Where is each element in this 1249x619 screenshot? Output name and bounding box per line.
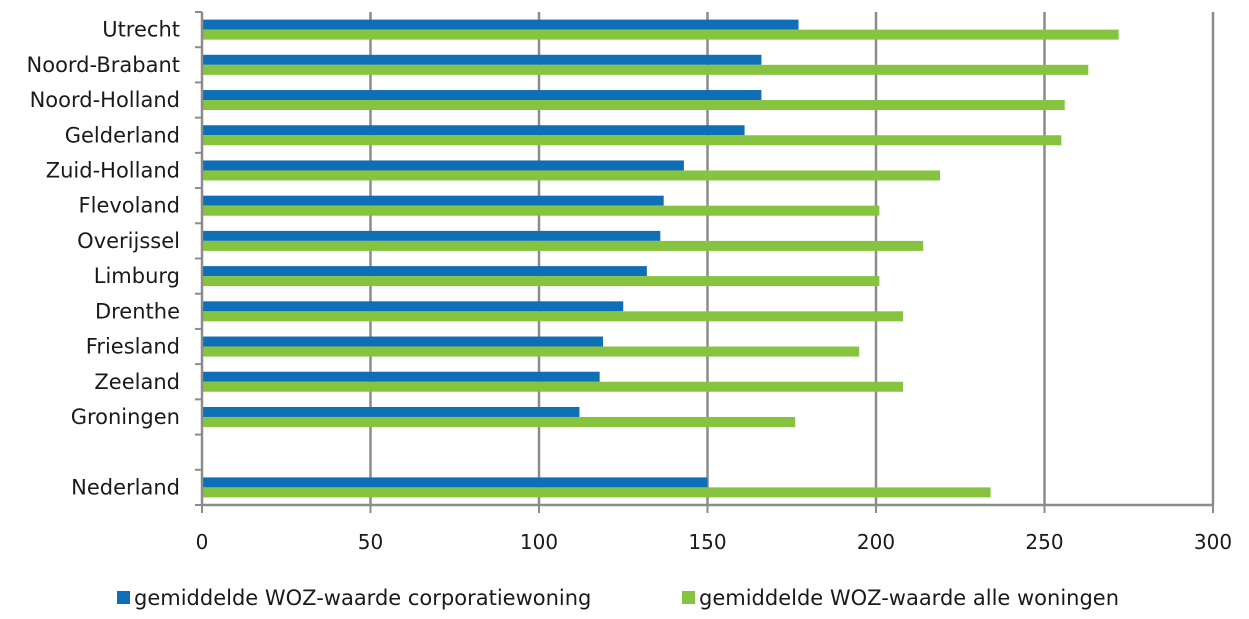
bar-corporatie-Groningen: [202, 406, 580, 417]
legend-swatch-1: [117, 591, 130, 604]
x-tick-label: 50: [358, 530, 383, 554]
bar-alle-Noord-Holland: [202, 100, 1065, 111]
bars: [202, 19, 1119, 498]
bar-corporatie-Overijssel: [202, 230, 661, 241]
bar-alle-Limburg: [202, 276, 880, 287]
bar-alle-Utrecht: [202, 29, 1119, 40]
category-label: Flevoland: [79, 194, 180, 218]
bar-alle-Drenthe: [202, 311, 903, 322]
category-label: Nederland: [71, 475, 180, 499]
category-label: Zuid-Holland: [46, 158, 180, 182]
bar-corporatie-Gelderland: [202, 125, 745, 136]
category-label: Overijssel: [77, 229, 180, 253]
category-label: Gelderland: [65, 123, 180, 147]
x-tick-label: 300: [1194, 530, 1232, 554]
category-label: Friesland: [86, 335, 180, 359]
bar-alle-Groningen: [202, 416, 796, 427]
bar-corporatie-Zeeland: [202, 371, 600, 382]
bar-alle-Zeeland: [202, 381, 903, 392]
bar-alle-Noord-Brabant: [202, 64, 1089, 75]
bar-corporatie-Drenthe: [202, 301, 624, 312]
bar-alle-Nederland: [202, 487, 991, 498]
bar-alle-Zuid-Holland: [202, 170, 941, 181]
x-tick-label: 200: [857, 530, 895, 554]
bar-alle-Flevoland: [202, 205, 880, 216]
bar-corporatie-Noord-Brabant: [202, 54, 762, 65]
x-tick-label: 150: [688, 530, 726, 554]
legend-label-2: gemiddelde WOZ-waarde alle woningen: [699, 586, 1119, 610]
axes: [195, 11, 1214, 513]
tick-labels: 0 50 100 150 200 250 300: [196, 530, 1232, 554]
legend: gemiddelde WOZ-waarde corporatiewoning ge…: [117, 586, 1119, 610]
x-tick-label: 0: [196, 530, 209, 554]
bar-corporatie-Noord-Holland: [202, 90, 762, 101]
bar-corporatie-Nederland: [202, 477, 708, 488]
category-label: Noord-Holland: [30, 88, 180, 112]
bar-corporatie-Utrecht: [202, 19, 799, 30]
x-tick-label: 250: [1025, 530, 1063, 554]
category-labels: Utrecht Noord-Brabant Noord-Holland Gelderl…: [27, 18, 180, 500]
category-label: Zeeland: [94, 370, 180, 394]
legend-label-1: gemiddelde WOZ-waarde corporatiewoning: [134, 586, 591, 610]
x-tick-label: 100: [520, 530, 558, 554]
bar-alle-Gelderland: [202, 135, 1062, 146]
category-label: Noord-Brabant: [27, 53, 180, 77]
legend-swatch-2: [682, 591, 695, 604]
bar-corporatie-Friesland: [202, 336, 604, 347]
bar-corporatie-Flevoland: [202, 195, 664, 206]
bar-corporatie-Limburg: [202, 266, 647, 277]
category-label: Drenthe: [95, 299, 180, 323]
category-label: Utrecht: [102, 18, 180, 42]
bar-corporatie-Zuid-Holland: [202, 160, 684, 171]
bar-alle-Overijssel: [202, 240, 924, 251]
bar-alle-Friesland: [202, 346, 860, 357]
category-label: Groningen: [71, 405, 180, 429]
category-label: Limburg: [94, 264, 180, 288]
gridlines: [369, 12, 1215, 505]
